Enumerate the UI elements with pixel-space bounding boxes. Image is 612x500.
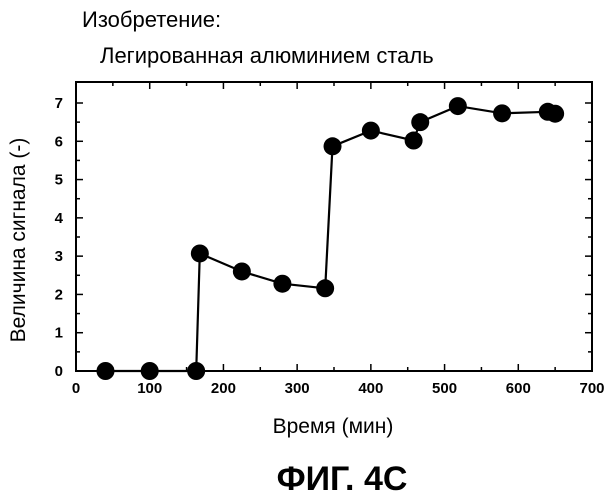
plot-frame (76, 82, 592, 371)
data-point (546, 105, 564, 123)
y-tick-label: 2 (55, 286, 63, 303)
y-tick-label: 3 (55, 248, 63, 265)
x-tick-label: 600 (506, 380, 531, 397)
y-tick-label: 6 (55, 133, 63, 150)
data-point (405, 132, 423, 150)
data-point (187, 362, 205, 380)
data-point (411, 113, 429, 131)
x-axis-ticks (76, 82, 592, 371)
y-axis-tick-labels: 0 1 2 3 4 5 6 7 (55, 95, 64, 380)
y-tick-label: 7 (55, 95, 63, 112)
y-tick-label: 1 (55, 325, 63, 342)
x-axis-tick-labels: 0 100 200 300 400 500 600 700 (72, 380, 605, 397)
y-tick-label: 5 (55, 172, 63, 189)
x-tick-label: 500 (432, 380, 457, 397)
data-point (362, 122, 380, 140)
data-point (233, 262, 251, 280)
x-tick-label: 200 (211, 380, 236, 397)
x-tick-label: 0 (72, 380, 80, 397)
data-point (493, 104, 511, 122)
chart-title: Изобретение: (82, 7, 221, 32)
data-point (191, 244, 209, 262)
data-point (96, 362, 114, 380)
x-tick-label: 700 (579, 380, 604, 397)
y-axis-label: Величина сигнала (-) (7, 138, 30, 343)
data-point (449, 97, 467, 115)
data-point (316, 279, 334, 297)
chart-subtitle: Легированная алюминием сталь (100, 43, 434, 68)
x-axis-label: Время (мин) (273, 415, 394, 438)
data-point (273, 275, 291, 293)
x-tick-label: 100 (137, 380, 162, 397)
data-points (96, 97, 564, 380)
y-tick-label: 4 (55, 210, 64, 227)
x-tick-label: 400 (358, 380, 383, 397)
x-tick-label: 300 (285, 380, 310, 397)
data-point (324, 137, 342, 155)
figure-caption: ФИГ. 4C (277, 460, 408, 498)
data-point (141, 362, 159, 380)
y-tick-label: 0 (55, 363, 63, 380)
